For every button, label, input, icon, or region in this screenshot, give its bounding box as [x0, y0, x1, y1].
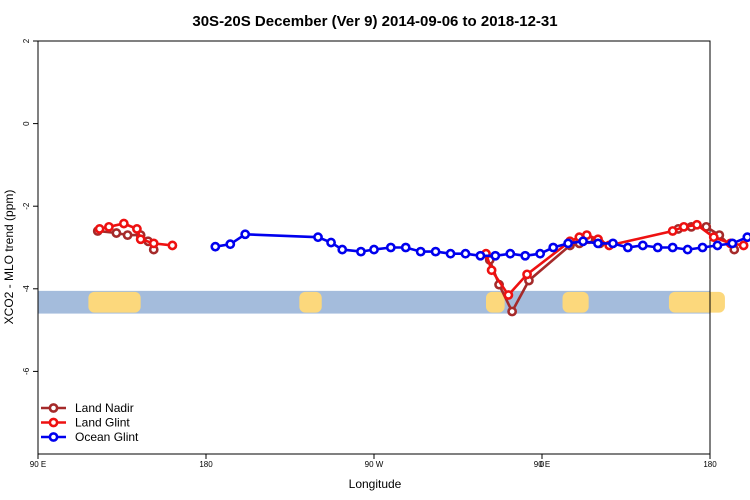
land-segment: [486, 291, 505, 313]
data-point: [608, 238, 618, 249]
data-point: [708, 232, 719, 243]
x-axis-label: Longitude: [349, 477, 402, 491]
legend-label: Land Glint: [75, 416, 130, 430]
y-tick-label: -2: [22, 202, 31, 210]
land-segment: [299, 291, 322, 313]
data-point: [548, 242, 559, 253]
land-segment: [562, 291, 589, 313]
data-point: [240, 229, 251, 240]
data-point: [490, 250, 501, 261]
data-point: [712, 240, 723, 251]
legend-item: Ocean Glint: [41, 430, 139, 444]
x-tick-label: 90 W: [365, 460, 384, 469]
data-point: [135, 234, 146, 245]
data-point: [507, 306, 518, 317]
data-point: [385, 242, 396, 253]
data-point: [225, 239, 236, 250]
series-ocean-glint: [210, 229, 750, 261]
x-tick-label: 180: [703, 460, 717, 469]
y-axis-label: XCO2 - MLO trend (ppm): [2, 190, 16, 325]
data-point: [337, 244, 348, 255]
data-point: [486, 265, 497, 276]
data-point: [369, 244, 379, 255]
ocean-band: [38, 290, 710, 314]
chart-title: 30S-20S December (Ver 9) 2014-09-06 to 2…: [192, 13, 557, 30]
data-point: [563, 238, 574, 249]
data-point: [697, 242, 708, 253]
legend-marker: [48, 403, 59, 413]
data-point: [210, 241, 221, 252]
land-segment: [88, 291, 141, 313]
x-tick-label: 0: [540, 460, 545, 469]
data-point: [104, 221, 114, 232]
data-point: [167, 240, 178, 251]
data-point: [503, 290, 514, 300]
data-point: [692, 219, 702, 230]
data-point: [356, 246, 366, 257]
x-tick-label: 90 E: [534, 460, 550, 469]
legend-label: Land Nadir: [75, 401, 134, 415]
data-point: [637, 240, 648, 251]
legend-marker: [48, 432, 59, 442]
data-point: [535, 248, 546, 259]
legend-item: Land Glint: [41, 416, 130, 430]
data-point: [593, 238, 603, 249]
data-point: [742, 232, 750, 243]
legend-label: Ocean Glint: [75, 430, 139, 444]
data-point: [430, 246, 441, 257]
data-point: [326, 237, 336, 248]
data-point: [505, 248, 516, 259]
legend-marker: [48, 417, 59, 428]
land-segment: [668, 291, 725, 313]
data-point: [475, 250, 486, 261]
data-point: [148, 238, 159, 249]
y-tick-label: 0: [22, 121, 31, 126]
x-tick-label: 90 E: [30, 460, 46, 469]
series-layer: [92, 218, 750, 317]
data-point: [578, 236, 588, 247]
data-point: [520, 250, 531, 261]
data-point: [667, 242, 678, 253]
data-point: [400, 242, 411, 253]
data-point: [727, 238, 738, 249]
data-point: [94, 224, 105, 234]
data-point: [118, 218, 129, 229]
data-point: [313, 232, 323, 243]
y-tick-label: 2: [22, 38, 31, 43]
x-tick-label: 180: [199, 460, 213, 469]
data-point: [122, 230, 133, 241]
data-point: [460, 248, 471, 259]
data-point: [678, 221, 689, 232]
y-tick-label: -4: [22, 285, 31, 293]
data-point: [445, 248, 456, 259]
data-point: [622, 242, 633, 253]
data-point: [682, 244, 693, 255]
land-ocean-band: [38, 290, 725, 314]
data-point: [652, 242, 663, 253]
data-point: [132, 224, 142, 234]
y-tick-label: -6: [22, 367, 31, 375]
data-point: [667, 226, 678, 236]
legend-item: Land Nadir: [41, 401, 134, 415]
data-point: [738, 240, 749, 251]
data-point: [111, 228, 122, 238]
data-point: [522, 269, 532, 280]
data-point: [415, 246, 426, 257]
